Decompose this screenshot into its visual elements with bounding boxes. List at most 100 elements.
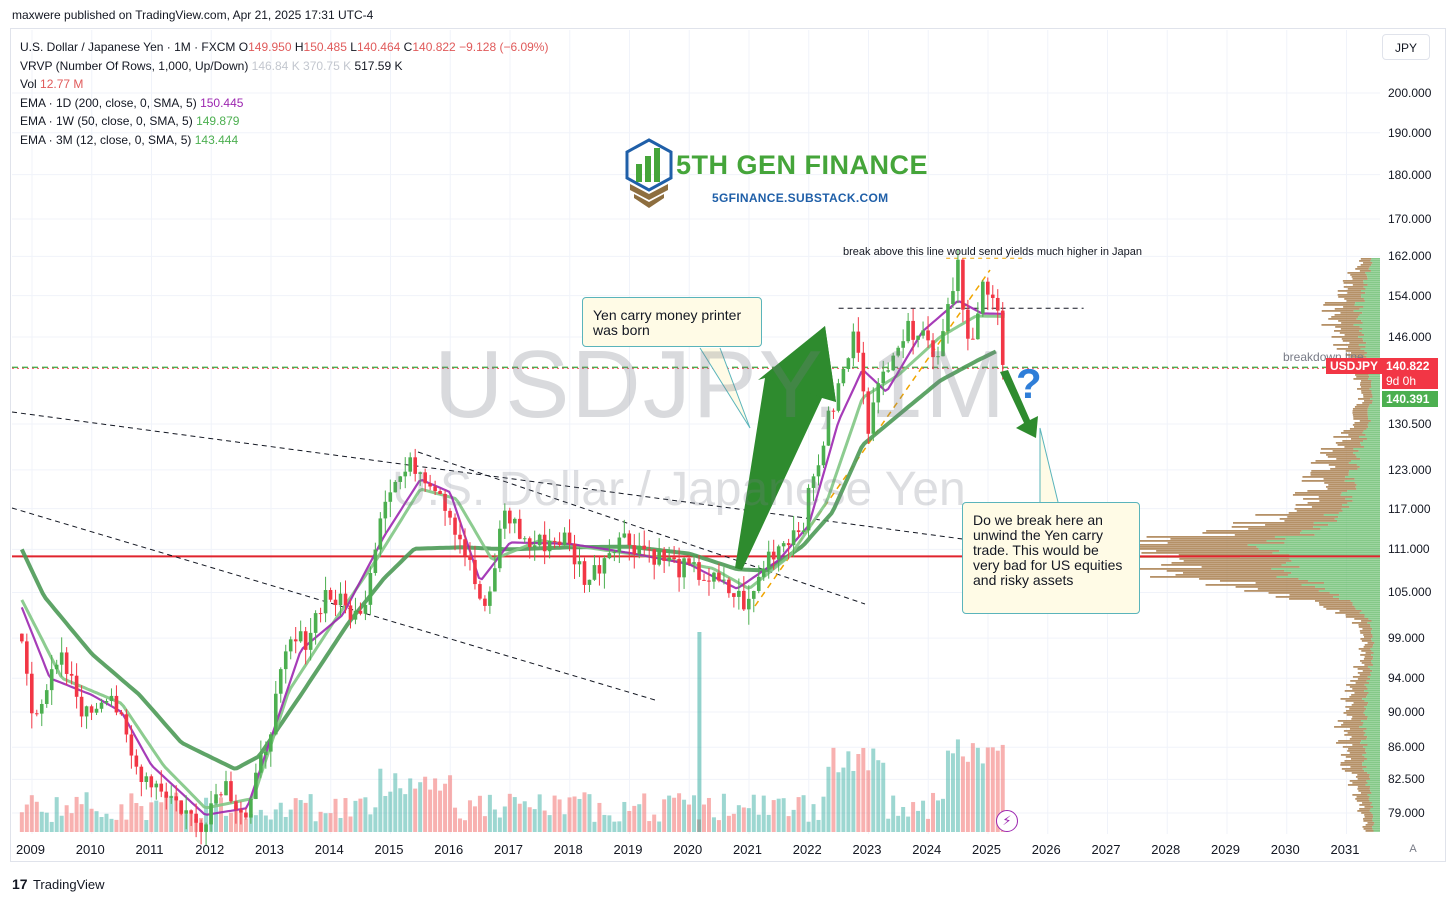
legend-ema3-row[interactable]: EMA · 3M (12, close, 0, SMA, 5) 143.444 [20, 131, 548, 150]
volume-bar [985, 747, 990, 832]
vrvp-up-bar [1373, 830, 1380, 832]
volume-bar [388, 791, 393, 832]
vrvp-down-bar [1343, 282, 1364, 284]
vrvp-down-bar [1347, 272, 1366, 274]
candle-body [677, 559, 681, 578]
vrvp-down-bar [1355, 268, 1369, 270]
vrvp-down-bar [1349, 686, 1367, 688]
vrvp-up-bar [1349, 506, 1380, 508]
vrvp-down-bar [1363, 828, 1373, 830]
candle-body [816, 465, 821, 477]
candle-body [976, 313, 980, 340]
year-tick-label: 2018 [553, 842, 583, 857]
callout-unwind[interactable]: Do we break here an unwind the Yen carry… [962, 502, 1140, 614]
vrvp-down-bar [1337, 444, 1361, 446]
volume-bar [363, 797, 368, 832]
volume-bar [24, 804, 29, 832]
events-lightning-icon[interactable]: ⚡ [996, 810, 1018, 832]
vrvp-up-bar [1370, 270, 1380, 272]
tradingview-footer[interactable]: 17 TradingView [12, 876, 105, 892]
candle-body [298, 631, 303, 642]
vrvp-up-bar [1366, 356, 1380, 358]
vrvp-down-bar [1360, 654, 1372, 656]
candle-body [722, 579, 726, 581]
5th-gen-finance-logo-icon [625, 138, 673, 208]
vrvp-up-bar [1371, 258, 1380, 260]
vrvp-up-bar [1367, 694, 1380, 696]
vrvp-down-bar [1344, 334, 1365, 336]
vrvp-down-bar [1219, 580, 1308, 582]
candle-body [846, 358, 851, 369]
vrvp-up-bar [1364, 756, 1380, 758]
break-above-note[interactable]: break above this line would send yields … [843, 246, 1143, 258]
candle-body [273, 693, 278, 735]
vrvp-down-bar [1360, 384, 1372, 386]
candle-body [841, 368, 846, 384]
vrvp-up-bar [1307, 580, 1380, 582]
vrvp-up-bar [1355, 302, 1380, 304]
vrvp-up-bar [1372, 646, 1380, 648]
auto-scale-button[interactable]: A [1409, 843, 1417, 855]
vrvp-up-bar [1372, 400, 1380, 402]
question-mark[interactable]: ? [1016, 360, 1042, 407]
vrvp-down-bar [1307, 490, 1348, 492]
volume-bar [378, 768, 383, 832]
candle-body [896, 347, 900, 356]
vrvp-down-bar [1357, 678, 1371, 680]
legend-vol-row[interactable]: Vol 12.77 M [20, 75, 548, 94]
vrvp-up-bar [1369, 682, 1380, 684]
volume-bar [871, 748, 876, 832]
logo-subtitle[interactable]: 5GFINANCE.SUBSTACK.COM [712, 191, 889, 205]
year-tick-label: 2031 [1330, 842, 1360, 857]
vrvp-up-bar [1291, 560, 1380, 562]
vrvp-down-bar [1362, 628, 1373, 630]
vrvp-up-bar [1372, 636, 1380, 638]
candle-body [667, 557, 671, 561]
vrvp-up-bar [1364, 350, 1380, 352]
legend-ema1-row[interactable]: EMA · 1D (200, close, 0, SMA, 5) 150.445 [20, 94, 548, 113]
vrvp-up-bar [1364, 770, 1380, 772]
volume-bar [995, 750, 1000, 832]
vrvp-up-bar [1266, 540, 1380, 542]
vrvp-up-bar [1367, 688, 1380, 690]
vrvp-down-bar [1351, 276, 1368, 278]
vrvp-up-bar [1371, 662, 1380, 664]
vrvp-down-bar [1275, 596, 1334, 598]
currency-button[interactable]: JPY [1382, 34, 1430, 60]
volume-bar [303, 802, 308, 832]
candle-body [323, 590, 328, 614]
candle-body [961, 259, 965, 310]
year-tick-label: 2019 [613, 842, 643, 857]
vrvp-down-bar [1364, 400, 1373, 402]
volume-bar [572, 796, 577, 832]
vrvp-down-bar [1357, 778, 1370, 780]
legend-ema2-row[interactable]: EMA · 1W (50, close, 0, SMA, 5) 149.879 [20, 112, 548, 131]
volume-bar [383, 795, 388, 832]
vrvp-down-bar [1331, 336, 1359, 338]
vrvp-down-bar [1310, 472, 1349, 474]
vrvp-down-bar [1351, 622, 1368, 624]
vrvp-down-bar [1268, 592, 1330, 594]
long-trendline [11, 411, 986, 543]
legend-vrvp-row[interactable]: VRVP (Number Of Rows, 1,000, Up/Down) 14… [20, 57, 548, 76]
vrvp-up-bar [1285, 538, 1380, 540]
candle-body [508, 510, 512, 524]
vrvp-up-bar [1365, 784, 1380, 786]
vrvp-up-bar [1347, 502, 1380, 504]
vrvp-up-bar [1371, 640, 1380, 642]
candle-body [488, 591, 492, 606]
vrvp-up-bar [1363, 286, 1380, 288]
volume-bar [308, 794, 313, 832]
volume-bar [756, 814, 761, 832]
legend-symbol-row[interactable]: U.S. Dollar / Japanese Yen · 1M · FXCM O… [20, 38, 548, 57]
callout-carry-trade[interactable]: Yen carry money printer was born [582, 297, 762, 347]
volume-bar [911, 802, 916, 832]
candle-body [25, 641, 29, 674]
candle-body [343, 593, 348, 606]
volume-bar [836, 772, 841, 832]
vrvp-down-bar [1359, 808, 1371, 810]
vrvp-down-bar [1364, 644, 1374, 646]
vrvp-down-bar [1339, 332, 1362, 334]
vrvp-up-bar [1339, 598, 1380, 600]
